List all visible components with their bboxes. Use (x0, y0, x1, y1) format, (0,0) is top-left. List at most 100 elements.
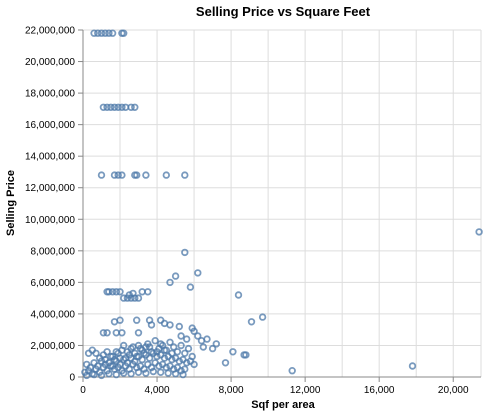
y-tick-label: 20,000,000 (25, 57, 75, 68)
y-tick-label: 18,000,000 (25, 89, 75, 100)
data-point (175, 322, 183, 331)
data-point (168, 349, 176, 357)
data-point (145, 343, 154, 351)
data-point (160, 319, 169, 328)
data-point (118, 171, 126, 179)
data-point (105, 288, 113, 296)
data-point (125, 291, 133, 299)
data-point (147, 321, 156, 329)
data-point (166, 338, 174, 346)
data-point (94, 29, 102, 37)
data-point (212, 340, 220, 348)
data-point (181, 171, 189, 179)
data-point (92, 349, 100, 357)
x-tick-label: 0 (80, 385, 86, 396)
data-point (151, 337, 159, 345)
data-point (127, 370, 135, 378)
data-point (134, 341, 143, 350)
data-point (160, 354, 169, 362)
data-points (81, 29, 483, 380)
data-point (242, 351, 250, 359)
data-point (145, 354, 154, 362)
x-tick-label: 16,000 (364, 385, 395, 396)
y-tick-label: 2,000,000 (31, 341, 76, 352)
data-point (144, 288, 152, 296)
data-point (129, 289, 137, 298)
data-point (203, 335, 211, 343)
data-point (116, 354, 124, 362)
data-point (105, 370, 113, 378)
data-point (288, 367, 296, 375)
data-point (171, 370, 180, 378)
data-point (131, 103, 139, 111)
data-point (103, 329, 111, 337)
data-point (119, 294, 128, 302)
data-point (131, 349, 139, 357)
data-point (142, 343, 150, 351)
y-tick-label: 8,000,000 (31, 246, 76, 257)
data-point (194, 332, 202, 340)
data-point (221, 359, 230, 367)
data-point (134, 368, 143, 376)
data-point (127, 344, 135, 353)
data-point (108, 288, 117, 296)
data-point (132, 171, 141, 179)
x-axis-title: Sqf per area (251, 399, 315, 411)
data-point (179, 370, 187, 379)
data-point (127, 103, 135, 111)
data-point (190, 327, 198, 335)
y-tick-label: 10,000,000 (25, 215, 75, 226)
data-point (156, 368, 165, 376)
data-point (181, 349, 189, 357)
data-point (82, 371, 91, 380)
data-point (119, 29, 128, 37)
y-tick-label: 6,000,000 (31, 278, 76, 289)
data-point (90, 29, 98, 37)
data-point (177, 341, 185, 350)
data-point (134, 329, 143, 337)
data-point (110, 103, 119, 111)
data-point (162, 171, 170, 179)
x-tick-label: 20,000 (438, 385, 469, 396)
data-point (118, 329, 126, 337)
y-tick-label: 16,000,000 (25, 120, 75, 131)
data-point (118, 103, 126, 111)
data-point (119, 369, 128, 377)
data-point (101, 29, 109, 37)
data-point (103, 348, 111, 356)
data-point (234, 291, 243, 299)
data-point (182, 335, 191, 343)
data-point (112, 348, 120, 356)
data-point (105, 29, 113, 37)
data-point (108, 29, 117, 37)
data-point (181, 248, 189, 257)
data-point (184, 344, 193, 353)
x-tick-label: 8,000 (219, 385, 244, 396)
data-point (169, 343, 178, 351)
axes: 0 2,000,000 4,000,000 6,000,000 8,000,000 10,… (25, 26, 481, 396)
data-point (160, 346, 169, 354)
data-point (112, 370, 120, 379)
data-point (108, 352, 117, 361)
data-point (190, 360, 198, 369)
data-point (199, 343, 207, 351)
data-point (149, 367, 157, 376)
y-tick-label: 22,000,000 (25, 26, 75, 37)
data-point (90, 370, 98, 379)
y-tick-label: 0 (69, 373, 75, 384)
data-point (186, 283, 195, 291)
x-tick-label: 4,000 (145, 385, 170, 396)
data-point (114, 171, 122, 179)
data-point (99, 103, 108, 111)
y-tick-label: 14,000,000 (25, 152, 75, 163)
data-point (114, 103, 122, 111)
data-point (103, 103, 111, 111)
y-tick-label: 12,000,000 (25, 183, 75, 194)
data-point (177, 332, 185, 340)
data-point (475, 228, 483, 236)
chart-title: Selling Price vs Square Feet (196, 4, 371, 19)
data-point (155, 362, 163, 370)
data-point (116, 288, 124, 296)
data-point (208, 344, 217, 353)
